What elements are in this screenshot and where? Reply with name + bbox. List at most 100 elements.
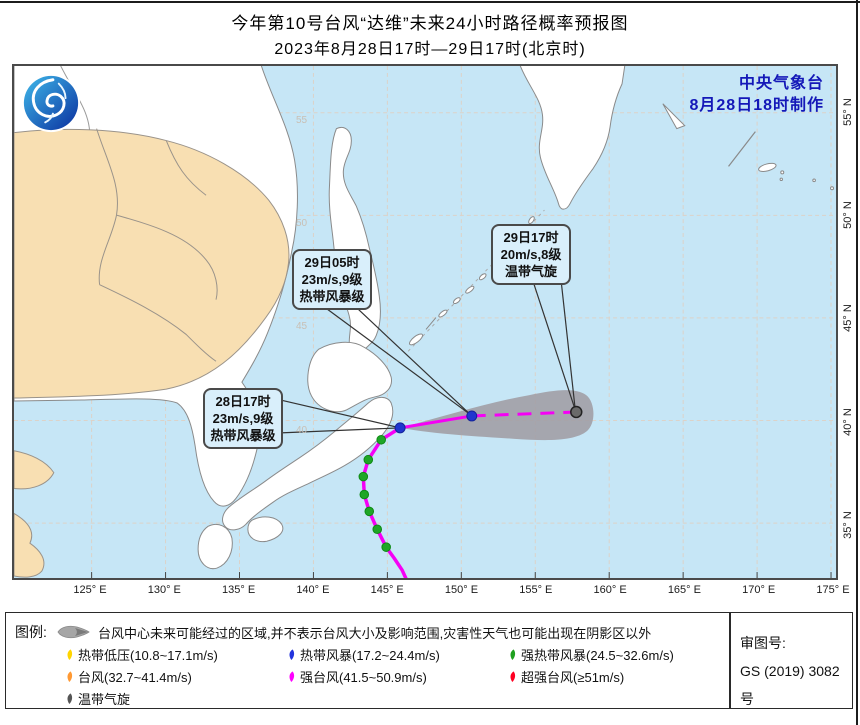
legend-item: 台风(32.7~41.4m/s) (65, 667, 192, 686)
legend-item-label: 强热带风暴(24.5~32.6m/s) (521, 648, 674, 663)
forecast-point (394, 422, 406, 434)
page-right-border (856, 0, 858, 725)
lon-axis-label: 140° E (296, 584, 330, 596)
kuril-boundary-dashes (407, 209, 545, 352)
lon-axis-label: 170° E (742, 584, 776, 596)
callout-29d17h: 29日17时 20m/s,8级 温带气旋 (491, 224, 571, 285)
typhoon-marker-icon (67, 649, 73, 660)
legend-item: 热带低压(10.8~17.1m/s) (65, 645, 218, 664)
commander-islands (758, 162, 835, 191)
landmass-china-coast-sw (14, 512, 45, 578)
coast-sliver-2 (728, 131, 756, 167)
inmap-lat-label: 45 (296, 321, 308, 333)
legend-item-label: 强台风(41.5~50.9m/s) (300, 670, 427, 685)
forecast-track-dashed (471, 410, 577, 418)
legend-item-label: 热带低压(10.8~17.1m/s) (78, 648, 218, 663)
callout-category: 温带气旋 (504, 264, 557, 279)
callout-time: 28日17时 (215, 394, 271, 409)
legend-item-label: 超强台风(≥51m/s) (521, 670, 625, 685)
past-track-point (358, 471, 369, 482)
map-canvas (14, 66, 836, 578)
callout-wind: 20m/s,8级 (500, 247, 562, 262)
lat-axis-label: 45° N (842, 304, 854, 333)
legend-item: 强热带风暴(24.5~32.6m/s) (508, 645, 674, 664)
page-top-border (0, 1, 860, 3)
lon-axis-label: 155° E (519, 584, 553, 596)
legend-item: 温带气旋 (65, 689, 130, 708)
landmass-kamchatka (519, 66, 626, 210)
lon-axis-label: 160° E (593, 584, 627, 596)
approval-label: 审图号: (740, 635, 786, 651)
lon-axis-label: 150° E (444, 584, 479, 596)
past-track-point (363, 454, 374, 465)
agency-name: 中央气象台 (738, 75, 824, 92)
legend-title: 图例: (15, 624, 47, 640)
landmass-kyushu (197, 523, 233, 570)
legend-item-label: 台风(32.7~41.4m/s) (78, 670, 192, 685)
legend-item: 超强台风(≥51m/s) (508, 667, 624, 686)
past-track-point (381, 542, 391, 552)
callout-29d05h: 29日05时 23m/s,9级 热带风暴级 (292, 249, 372, 310)
lon-axis-label: 125° E (73, 584, 107, 596)
past-track-point (364, 506, 375, 517)
lon-axis-label: 165° E (667, 584, 701, 596)
china-province-borders (96, 128, 218, 362)
page-title: 今年第10号台风“达维”未来24小时路径概率预报图 (231, 14, 629, 33)
past-track-line (361, 426, 408, 578)
map-approval-block: 审图号: GS (2019) 3082号 (740, 629, 852, 713)
legend-item-label: 温带气旋 (78, 692, 131, 707)
legend-divider (729, 613, 731, 708)
grid-lines (14, 66, 836, 578)
lat-axis-label: 55° N (842, 98, 854, 126)
landmass-shandong (14, 450, 55, 490)
callout-time: 29日05时 (304, 255, 360, 270)
landmass-shikoku (247, 516, 284, 543)
lon-axis-label: 145° E (370, 584, 404, 596)
legend-item-label: 热带风暴(17.2~24.4m/s) (300, 648, 440, 663)
legend-item: 强台风(41.5~50.9m/s) (287, 667, 427, 686)
lat-axis-label: 50° N (842, 201, 854, 230)
lon-axis-label: 175° E (816, 584, 850, 596)
typhoon-marker-icon (67, 671, 73, 682)
cone-legend-icon (57, 625, 90, 639)
inmap-lat-label: 40 (296, 424, 308, 436)
legend-cone-note: 台风中心未来可能经过的区域,并不表示台风大小及影响范围,灾害性天气也可能出现在阴… (98, 626, 652, 641)
coast-sliver-1 (662, 103, 686, 130)
landmass-sakhalin (328, 126, 381, 356)
cma-logo (21, 73, 81, 133)
forecast-track-solid (399, 414, 473, 430)
inmap-lat-label: 50 (296, 218, 308, 230)
typhoon-marker-icon (289, 649, 295, 660)
callout-category: 热带风暴级 (210, 428, 276, 443)
callout-wind: 23m/s,9级 (301, 272, 363, 287)
typhoon-track (358, 405, 583, 578)
extratropical-point (570, 405, 583, 419)
legend-box: 图例: 台风中心未来可能经过的区域,并不表示台风大小及影响范围,灾害性天气也可能… (5, 612, 853, 709)
typhoon-marker-icon (289, 671, 295, 682)
legend-item: 热带风暴(17.2~24.4m/s) (287, 645, 440, 664)
past-track-point (372, 524, 383, 535)
callout-leader-lines (280, 282, 576, 434)
agency-block: 中央气象台 8月28日18时制作 (690, 73, 825, 117)
callout-time: 29日17时 (503, 230, 559, 245)
past-track-point (376, 435, 386, 445)
landmass-china (14, 128, 290, 399)
typhoon-marker-icon (67, 693, 73, 704)
lon-axis-label: 135° E (222, 584, 256, 596)
callout-wind: 23m/s,9级 (212, 411, 274, 426)
lat-axis-label: 35° N (842, 510, 854, 539)
typhoon-marker-icon (510, 649, 516, 660)
forecast-map: 中央气象台 8月28日18时制作 28日17时 23m/s,9级 热带风暴级 2… (12, 64, 838, 580)
callout-28d17h: 28日17时 23m/s,9级 热带风暴级 (203, 388, 283, 449)
forecast-point (466, 410, 478, 422)
typhoon-marker-icon (510, 671, 516, 682)
landmass-hokkaido (307, 341, 392, 413)
lat-axis-label: 40° N (842, 407, 854, 436)
inmap-lat-label: 55 (296, 115, 308, 126)
approval-number: GS (2019) 3082号 (740, 663, 840, 707)
lon-axis-label: 130° E (147, 584, 181, 596)
callout-category: 热带风暴级 (299, 289, 365, 304)
agency-issued: 8月28日18时制作 (689, 97, 824, 114)
page-subtitle: 2023年8月28日17时—29日17时(北京时) (274, 41, 586, 58)
